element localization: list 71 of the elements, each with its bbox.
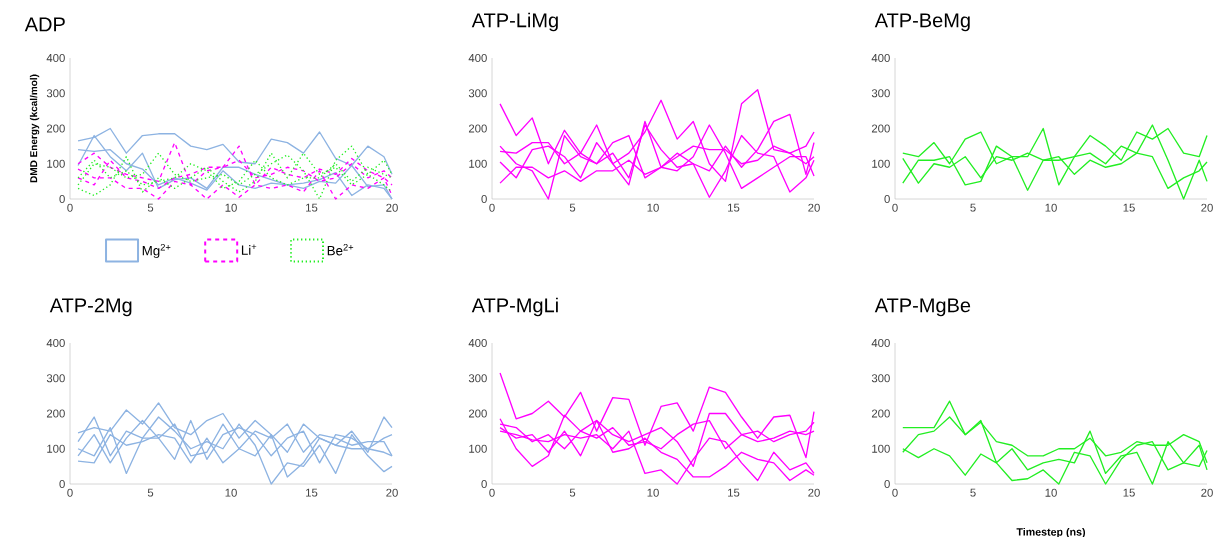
y-tick-label: 100: [872, 159, 890, 168]
y-tick-label: 300: [871, 89, 890, 98]
x-tick-label: 10: [647, 203, 659, 212]
x-tick-label: 20: [808, 203, 820, 212]
y-tick-label: 400: [468, 54, 487, 63]
x-tick-label: 20: [1201, 203, 1213, 212]
y-tick-label: 0: [481, 480, 487, 489]
x-tick-label: 15: [728, 203, 740, 212]
chart-title: ATP-LiMg: [471, 12, 558, 32]
y-tick-label: 300: [46, 374, 65, 383]
y-tick-label: 0: [59, 480, 65, 489]
chart-title: ATP-2Mg: [49, 298, 132, 317]
x-tick-label: 5: [970, 488, 976, 497]
y-tick-label: 100: [47, 159, 65, 168]
chart-title: ATP-BeMg: [874, 13, 970, 32]
legend-label: Li$^{+}$: [241, 244, 257, 255]
y-tick-label: 0: [884, 195, 890, 204]
x-tick-label: 5: [147, 488, 154, 497]
y-tick-label: 200: [468, 124, 487, 133]
x-tick-label: 5: [147, 203, 154, 212]
x-tick-label: 10: [225, 203, 237, 212]
y-tick-label: 400: [871, 54, 890, 63]
y-tick-label: 100: [47, 444, 65, 453]
chart-title: ATP-MgLi: [471, 297, 558, 317]
y-tick-label: 200: [468, 409, 487, 418]
x-axis-title: Timestep (ns): [1016, 527, 1086, 537]
x-tick-label: 10: [647, 488, 659, 497]
x-tick-label: 0: [892, 488, 898, 497]
y-tick-label: 300: [468, 89, 487, 98]
x-tick-label: 10: [1045, 488, 1057, 497]
y-tick-label: 0: [481, 195, 487, 204]
y-tick-label: 100: [469, 444, 487, 453]
x-tick-label: 20: [1201, 488, 1213, 497]
y-tick-label: 200: [871, 409, 890, 418]
x-tick-label: 0: [67, 488, 73, 497]
x-tick-label: 20: [386, 488, 398, 497]
x-tick-label: 0: [489, 203, 495, 212]
chart-title: ADP: [24, 17, 65, 32]
legend-label: Be$^{2+}$: [327, 243, 354, 256]
x-tick-label: 15: [1123, 488, 1135, 497]
chart-title: ATP-MgBe: [874, 298, 971, 317]
x-tick-label: 5: [970, 203, 976, 212]
y-tick-label: 200: [46, 124, 65, 133]
y-axis-title: DMD Energy (kcal/mol): [29, 74, 40, 183]
x-tick-label: 0: [67, 203, 73, 212]
x-tick-label: 20: [386, 203, 398, 212]
y-tick-label: 400: [468, 339, 487, 348]
x-tick-label: 15: [728, 488, 740, 497]
y-tick-label: 100: [872, 444, 890, 453]
x-tick-label: 10: [1045, 203, 1057, 212]
legend-label: Mg$^{2+}$: [142, 243, 171, 259]
x-tick-label: 20: [808, 488, 820, 497]
y-tick-label: 400: [46, 339, 65, 348]
y-tick-label: 200: [871, 124, 890, 133]
y-tick-label: 200: [46, 409, 65, 418]
y-tick-label: 400: [871, 339, 890, 348]
y-tick-label: 0: [59, 195, 65, 204]
x-tick-label: 5: [569, 203, 576, 212]
y-tick-label: 300: [46, 89, 65, 98]
x-tick-label: 10: [225, 488, 237, 497]
y-tick-label: 0: [884, 480, 890, 489]
x-tick-label: 5: [569, 488, 576, 497]
y-tick-label: 300: [468, 374, 487, 383]
x-tick-label: 0: [892, 203, 898, 212]
y-tick-label: 300: [871, 374, 890, 383]
x-tick-label: 0: [489, 488, 495, 497]
y-tick-label: 400: [46, 54, 65, 63]
y-tick-label: 100: [469, 159, 487, 168]
x-tick-label: 15: [306, 488, 318, 497]
x-tick-label: 15: [306, 203, 318, 212]
x-tick-label: 15: [1123, 203, 1135, 212]
